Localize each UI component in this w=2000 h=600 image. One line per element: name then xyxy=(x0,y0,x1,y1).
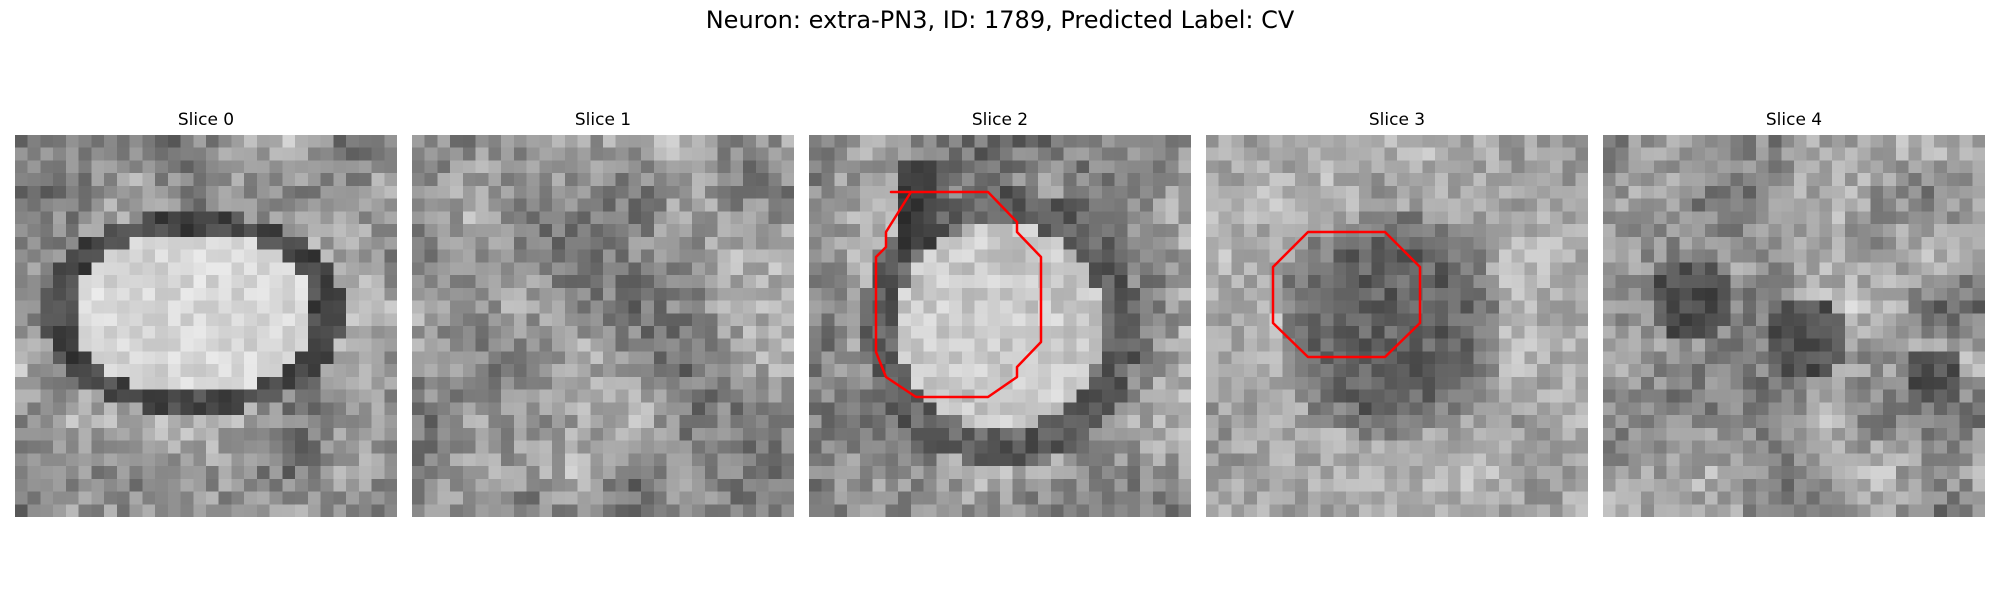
slice-panel-2: Slice 2 xyxy=(809,108,1191,517)
slice-title-1: Slice 1 xyxy=(574,110,632,130)
slice-title-3: Slice 3 xyxy=(1368,110,1426,130)
slice-panel-4: Slice 4 xyxy=(1603,108,1985,517)
segmentation-outline xyxy=(874,190,1043,399)
slice-image-3 xyxy=(1206,135,1588,517)
segmentation-outline xyxy=(1271,230,1422,359)
slice-image-1 xyxy=(412,135,794,517)
slice-title-2: Slice 2 xyxy=(971,110,1029,130)
slice-title-0: Slice 0 xyxy=(177,110,235,130)
slice-panel-1: Slice 1 xyxy=(412,108,794,517)
slice-image-2 xyxy=(809,135,1191,517)
slice-panel-0: Slice 0 xyxy=(15,108,397,517)
figure-title: Neuron: extra-PN3, ID: 1789, Predicted L… xyxy=(705,6,1295,34)
slice-image-4 xyxy=(1603,135,1985,517)
slice-panel-3: Slice 3 xyxy=(1206,108,1588,517)
slice-image-0 xyxy=(15,135,397,517)
slice-title-4: Slice 4 xyxy=(1765,110,1823,130)
